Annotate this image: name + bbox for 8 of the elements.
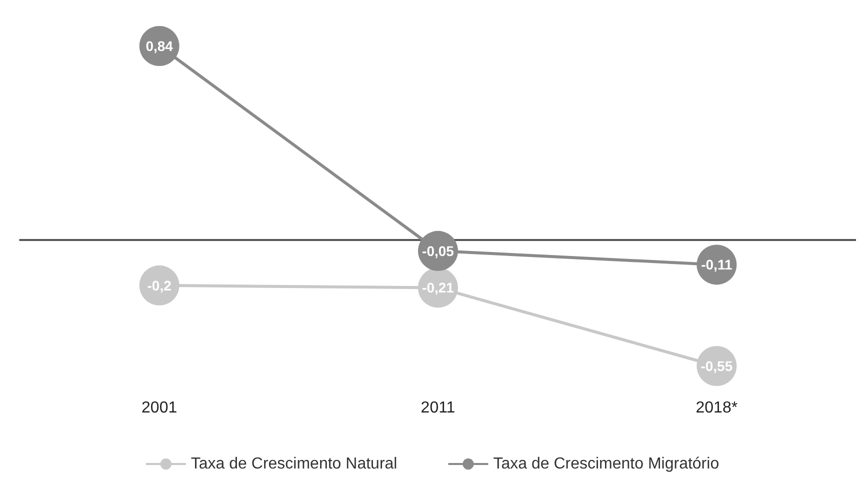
legend-label: Taxa de Crescimento Migratório [493, 456, 720, 472]
x-tick-label: 2001 [142, 400, 178, 416]
data-label: -0,05 [422, 242, 454, 259]
x-tick-label: 2018* [696, 400, 738, 416]
x-tick-label: 2011 [420, 400, 456, 416]
data-label: -0,11 [701, 256, 732, 273]
legend-label: Taxa de Crescimento Natural [190, 456, 398, 472]
data-label: 0,84 [146, 38, 174, 54]
